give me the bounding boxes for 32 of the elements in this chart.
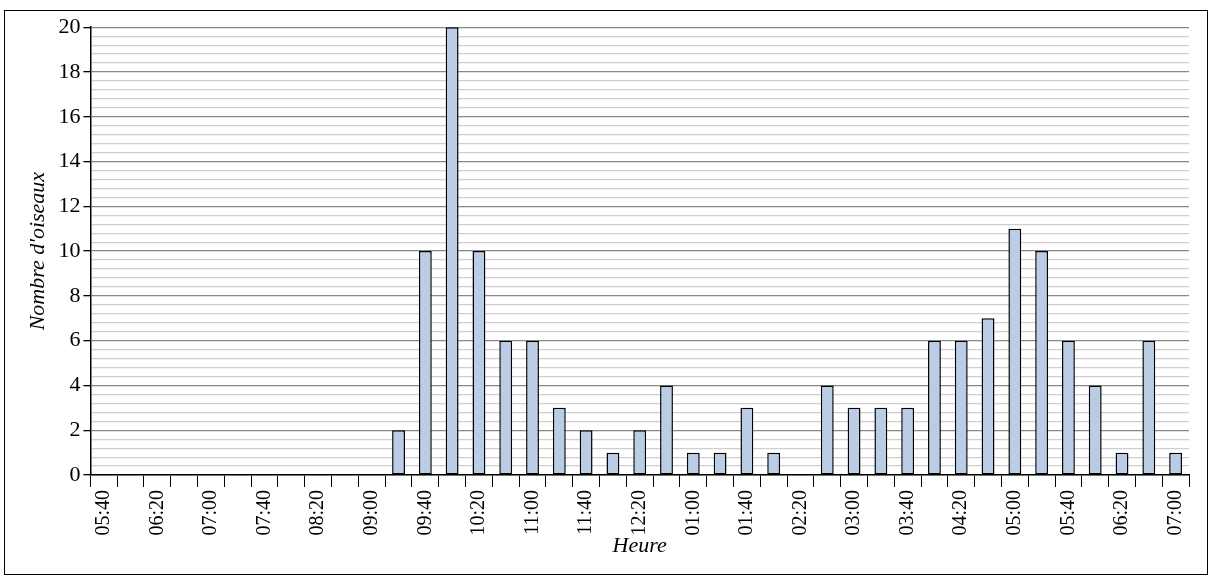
y-axis-title: Nombre d'oiseaux [23,171,49,332]
x-tick-label: 01:40 [734,490,757,536]
y-tick-label: 4 [69,371,81,397]
y-tick-label: 2 [69,416,81,442]
y-tick-label: 20 [58,12,81,38]
y-tick-label: 14 [58,147,81,173]
y-tick-label: 12 [58,192,81,218]
x-tick-label: 02:20 [787,490,810,536]
x-tick-label: 10:20 [466,490,489,536]
x-tick-label: 06:20 [1109,490,1132,536]
x-tick-label: 09:40 [412,490,435,536]
y-tick-label: 18 [58,57,81,83]
x-tick-label: 07:40 [251,490,274,536]
x-tick-label: 05:40 [91,490,114,536]
x-tick-label: 05:40 [1055,490,1078,536]
x-tick-label: 07:00 [198,490,221,536]
x-tick-label: 01:00 [680,490,703,536]
x-tick-label: 07:00 [1162,490,1185,536]
x-tick-label: 09:00 [359,490,381,536]
x-tick-label: 08:20 [305,490,328,536]
y-tick-label: 8 [69,281,81,307]
x-tick-label: 11:40 [573,490,596,535]
x-tick-label: 03:40 [894,490,917,536]
y-tick-label: 10 [58,236,81,262]
x-tick-label: 05:00 [1002,490,1025,536]
y-tick-label: 6 [69,326,81,352]
x-tick-label: 04:20 [948,490,971,536]
y-tick-label: 0 [69,460,81,486]
x-tick-label: 06:20 [144,490,167,536]
x-tick-label: 03:00 [841,490,864,536]
y-tick-label: 16 [58,102,81,128]
x-tick-label: 11:00 [519,490,542,535]
